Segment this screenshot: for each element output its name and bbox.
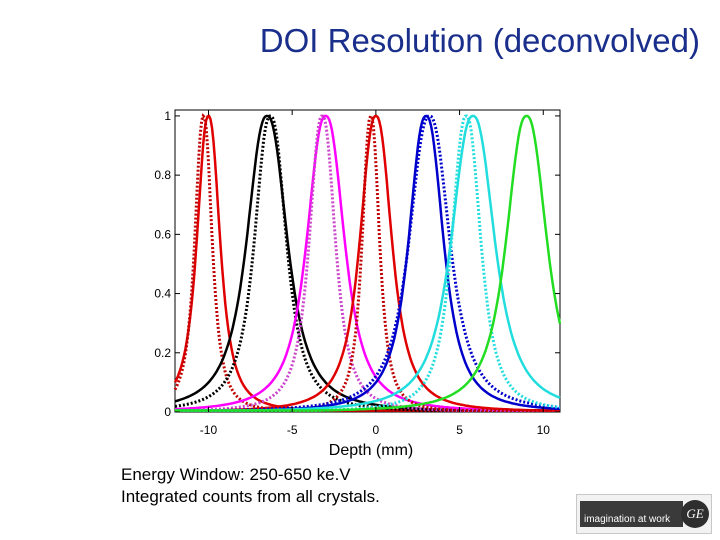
slide-title: DOI Resolution (deconvolved)	[259, 22, 700, 59]
series-line	[175, 114, 562, 412]
y-tick-label: 1	[164, 109, 171, 123]
x-tick-label: 5	[456, 423, 463, 437]
series-line	[173, 113, 560, 412]
ticks-group: -10 -5 0 5 10 0 0.2 0.4 0.6 0.8 1	[154, 109, 560, 437]
y-tick-label: 0.2	[154, 346, 171, 360]
ge-monogram-icon: GE	[681, 500, 709, 528]
caption-integrated-counts: Integrated counts from all crystals.	[121, 487, 380, 506]
x-tick-label: -5	[287, 423, 298, 437]
y-tick-label: 0.6	[154, 227, 171, 241]
logo-tagline: imagination at work	[584, 514, 671, 525]
y-tick-label: 0.4	[154, 287, 171, 301]
logo-strip: imagination at work	[580, 501, 683, 527]
caption-energy-window: Energy Window: 250-650 ke.V	[121, 465, 351, 484]
x-tick-label: 10	[537, 423, 551, 437]
curves-group	[173, 113, 562, 412]
x-tick-label: -10	[200, 423, 218, 437]
x-tick-label: 0	[373, 423, 380, 437]
y-tick-label: 0.8	[154, 168, 171, 182]
ge-logo: imagination at work GE	[576, 494, 712, 534]
x-axis-label: Depth (mm)	[329, 442, 413, 459]
y-tick-label: 0	[164, 405, 171, 419]
